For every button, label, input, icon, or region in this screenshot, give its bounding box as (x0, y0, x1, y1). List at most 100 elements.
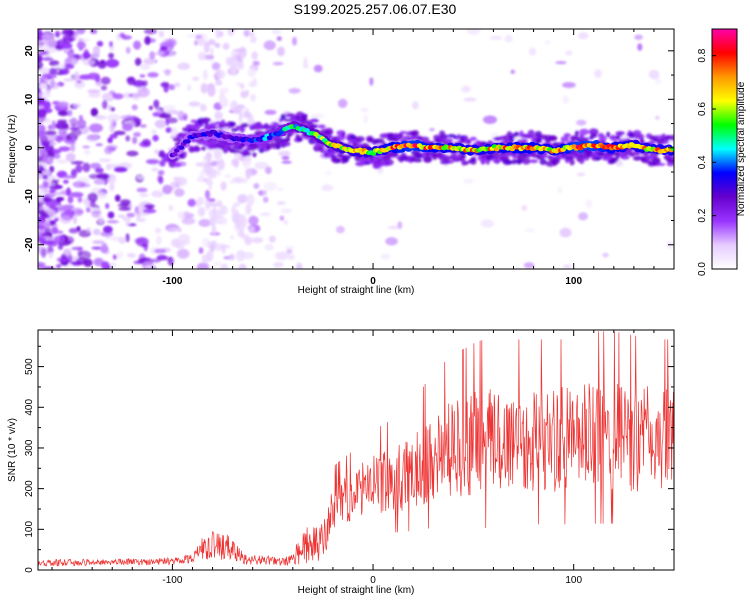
speckle (251, 51, 258, 60)
colorbar-tick-label: 0.0 (697, 262, 708, 276)
speckle (238, 144, 246, 148)
colorbar-tick-label: 0.6 (697, 102, 708, 116)
speckle (51, 226, 59, 235)
speckle (563, 133, 571, 138)
speckle (86, 227, 91, 233)
speckle (85, 134, 100, 143)
speckle (215, 29, 221, 39)
speckle (49, 78, 56, 88)
speckle (661, 133, 666, 138)
speckle (59, 131, 68, 139)
speckle (117, 203, 130, 208)
speckle (494, 159, 501, 163)
speckle (199, 103, 207, 112)
speckle (94, 75, 101, 83)
speckle (87, 89, 101, 94)
speckle (376, 163, 383, 168)
speckle (82, 162, 91, 173)
speckle (574, 130, 580, 137)
speckle (82, 51, 91, 60)
speckle (310, 113, 325, 119)
speckle (442, 135, 447, 140)
speckle (38, 225, 46, 230)
speckle (96, 40, 104, 47)
speckle (38, 148, 47, 158)
speckle (56, 159, 68, 164)
speckle (44, 227, 51, 235)
speckle (218, 122, 228, 128)
speckle (136, 209, 141, 219)
speckle (535, 138, 542, 144)
speckle (38, 119, 42, 130)
speckle (238, 46, 247, 59)
speckle (66, 187, 71, 197)
x-tick-label: -100 (162, 276, 182, 287)
y-tick-label: -10 (24, 189, 35, 204)
colorbar-gradient (712, 29, 737, 269)
speckle (45, 193, 56, 198)
speckle (238, 127, 246, 132)
speckle (170, 127, 178, 137)
speckle (98, 192, 107, 199)
speckle (109, 41, 113, 48)
speckle (49, 165, 55, 173)
speckle (173, 162, 182, 168)
speckle (239, 111, 243, 120)
speckle (136, 187, 148, 193)
speckle (56, 257, 69, 263)
speckle (286, 249, 293, 254)
speckle (144, 36, 151, 45)
snr-ticks: -100 0 100 0 100 200 300 400 500 (24, 330, 674, 586)
speckle (183, 210, 190, 221)
speckle (52, 191, 63, 196)
speckle (133, 40, 142, 50)
speckle (210, 47, 214, 55)
speckle (529, 159, 539, 164)
speckle (177, 62, 191, 70)
speckle (70, 57, 78, 66)
y-tick-label: 200 (24, 480, 35, 497)
speckle (606, 131, 611, 138)
speckle (76, 119, 87, 129)
speckle (139, 124, 147, 128)
speckle (156, 254, 168, 261)
speckle (55, 122, 69, 130)
speckle (514, 131, 520, 137)
speckle (38, 216, 46, 223)
speckle (261, 212, 270, 216)
speckle (158, 112, 172, 119)
x-tick-label: 0 (370, 575, 376, 586)
speckle (265, 145, 272, 150)
speckle (143, 29, 158, 35)
speckle (139, 63, 151, 70)
speckle (38, 184, 47, 189)
x-tick-label: 100 (565, 276, 582, 287)
speckle (317, 124, 326, 129)
speckle (93, 257, 104, 267)
snr-xlabel: Height of straight line (km) (298, 585, 415, 596)
speckle (116, 251, 124, 259)
speckle (634, 34, 643, 40)
speckle (162, 104, 176, 112)
speckle (576, 119, 587, 126)
speckle (182, 151, 187, 158)
speckle (103, 225, 113, 234)
speckle (212, 206, 217, 217)
speckle (528, 47, 537, 56)
speckle (67, 195, 74, 204)
speckle (247, 67, 256, 78)
speckle (523, 262, 535, 269)
speckle (54, 217, 59, 222)
speckle (190, 119, 198, 123)
ridge-point (178, 145, 185, 150)
speckle (203, 41, 210, 54)
speckle (276, 201, 286, 205)
snr-ylabel: SNR (10 * v/v) (7, 418, 18, 482)
speckle (196, 262, 210, 269)
spectrogram-ylabel: Frequency (Hz) (7, 115, 18, 184)
speckle (230, 235, 234, 240)
speckle (90, 107, 99, 117)
speckle (559, 227, 572, 238)
speckle (48, 252, 54, 259)
speckle (168, 205, 174, 211)
